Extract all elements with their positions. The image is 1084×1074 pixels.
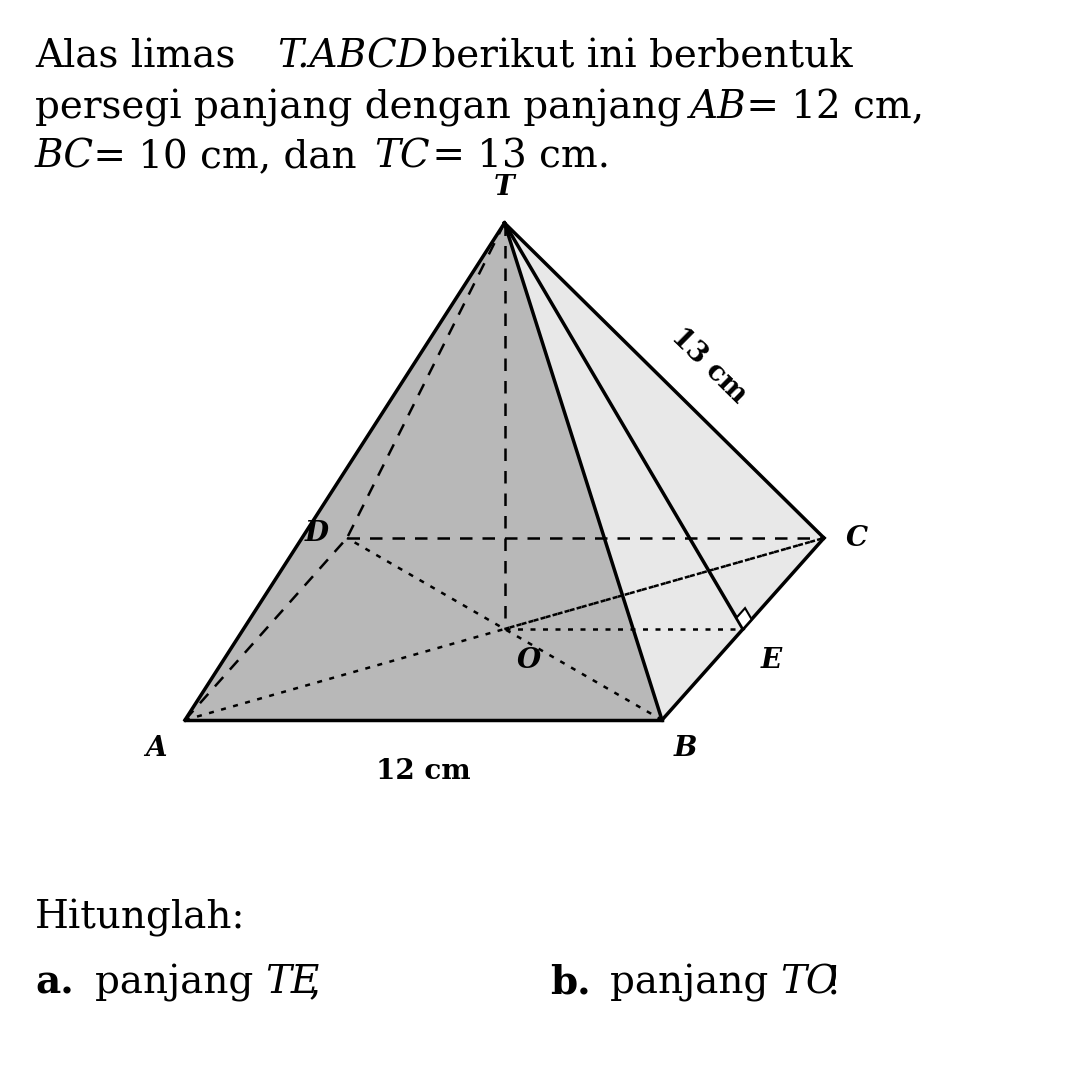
Text: AB: AB: [691, 89, 747, 126]
Polygon shape: [736, 608, 751, 629]
Text: TO: TO: [780, 964, 838, 1001]
Text: persegi panjang dengan panjang: persegi panjang dengan panjang: [35, 89, 694, 127]
Text: = 13 cm.: = 13 cm.: [420, 139, 610, 176]
Text: 12 cm: 12 cm: [376, 758, 470, 785]
Polygon shape: [347, 223, 824, 538]
Text: Hitunglah:: Hitunglah:: [35, 899, 245, 937]
Text: 13 cm: 13 cm: [667, 322, 752, 408]
Text: TC: TC: [374, 139, 429, 176]
Polygon shape: [185, 223, 504, 720]
Text: T: T: [494, 174, 515, 201]
Text: b.: b.: [550, 964, 591, 1002]
Text: = 12 cm,: = 12 cm,: [734, 89, 925, 126]
Text: a.: a.: [35, 964, 74, 1002]
Text: TE: TE: [264, 964, 320, 1001]
Polygon shape: [504, 223, 824, 720]
Text: Alas limas: Alas limas: [35, 39, 248, 76]
Text: BC: BC: [35, 139, 94, 176]
Text: panjang: panjang: [95, 964, 266, 1002]
Text: C: C: [846, 524, 868, 552]
Polygon shape: [185, 538, 824, 720]
Text: D: D: [305, 520, 330, 547]
Polygon shape: [185, 223, 662, 720]
Text: A: A: [145, 735, 167, 761]
Text: = 10 cm, dan: = 10 cm, dan: [81, 139, 369, 176]
Text: panjang: panjang: [610, 964, 780, 1002]
Text: B: B: [674, 735, 697, 761]
Text: E: E: [761, 647, 783, 674]
Text: O: O: [516, 647, 541, 674]
Text: berikut ini berbentuk: berikut ini berbentuk: [420, 39, 853, 76]
Text: !: !: [826, 964, 841, 1001]
Text: ,: ,: [309, 964, 321, 1001]
Text: T.ABCD: T.ABCD: [278, 39, 428, 76]
